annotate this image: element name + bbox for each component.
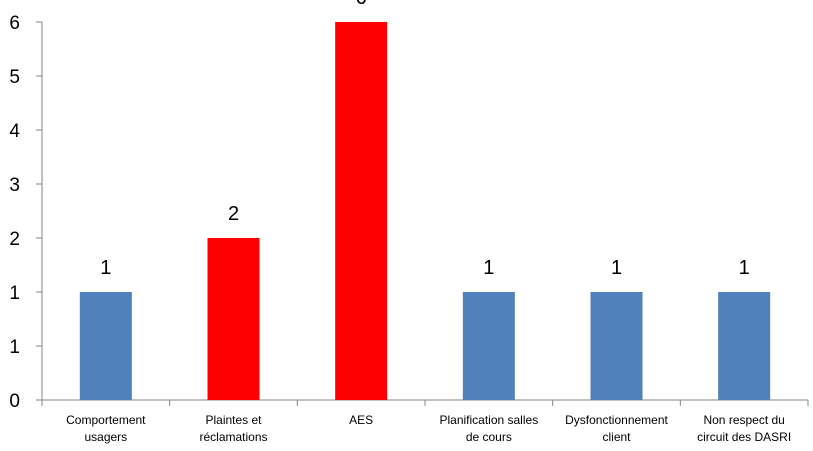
y-tick-label: 0 [9, 391, 20, 412]
bar-series [79, 22, 771, 400]
y-tick-label: 1 [9, 337, 20, 358]
x-tick-label: Comportement usagers [66, 413, 146, 444]
chart-axes [41, 22, 809, 406]
bar [590, 292, 643, 400]
x-tick-label-line: Non respect du [703, 413, 784, 427]
x-tick-label-line: client [602, 430, 631, 444]
x-tick-label: AES [349, 413, 373, 427]
x-tick-label-line: usagers [84, 430, 127, 444]
x-tick-label: Dysfonctionnement client [565, 413, 668, 444]
x-tick-label: Plaintes et réclamations [199, 413, 267, 444]
data-label: 2 [228, 203, 239, 225]
y-tick-label: 1 [9, 283, 20, 304]
x-tick-label-line: circuit des DASRI [697, 430, 791, 444]
data-label: 6 [356, 0, 367, 9]
data-label: 1 [611, 257, 622, 279]
data-labels: 1 2 6 1 1 1 [100, 0, 749, 279]
x-tick-label: Non respect du circuit des DASRI [697, 413, 791, 444]
y-tick-label: 5 [9, 67, 20, 88]
x-tick-label-line: réclamations [199, 430, 267, 444]
bar [207, 238, 260, 400]
x-tick-label-line: Plaintes et [205, 413, 262, 427]
x-tick-label-line: Comportement [66, 413, 146, 427]
data-label: 1 [100, 257, 111, 279]
x-tick-label-line: Planification salles [439, 413, 538, 427]
x-tick-label: Planification salles de cours [439, 413, 538, 444]
y-tick-label: 3 [9, 175, 20, 196]
x-axis-ticks: Comportement usagers Plaintes et réclamatio… [66, 413, 791, 444]
bar [718, 292, 771, 400]
x-tick-label-line: AES [349, 413, 373, 427]
bar [79, 292, 132, 400]
x-tick-label-line: de cours [466, 430, 512, 444]
data-label: 1 [483, 257, 494, 279]
y-tick-label: 2 [9, 229, 20, 250]
bar [335, 22, 388, 400]
bar [462, 292, 515, 400]
data-label: 1 [739, 257, 750, 279]
x-tick-label-line: Dysfonctionnement [565, 413, 668, 427]
y-tick-label: 4 [9, 121, 20, 142]
y-axis-ticks: 011234567 [9, 13, 42, 412]
y-tick-label: 6 [9, 13, 20, 34]
